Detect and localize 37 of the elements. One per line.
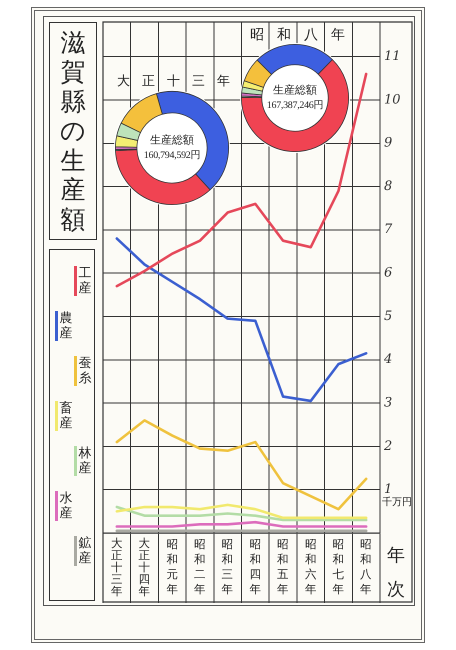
y-tick-label: 6 bbox=[384, 266, 392, 281]
y-tick-label: 1 bbox=[384, 482, 392, 498]
legend-label: 農産 bbox=[58, 311, 74, 341]
legend-label: 蚕糸 bbox=[78, 356, 92, 386]
legend-label: 工産 bbox=[78, 266, 92, 296]
x-tick-label: 昭和六年 bbox=[304, 537, 318, 597]
annotation: 160,794,592円 bbox=[144, 150, 200, 162]
y-axis-title: 千万円 bbox=[382, 496, 412, 508]
annotation: 生産総額 bbox=[150, 133, 194, 146]
x-tick-label: 昭和五年 bbox=[276, 537, 290, 597]
text: 滋賀縣の生産額 bbox=[60, 28, 86, 234]
x-tick-label: 大正十三年 bbox=[110, 536, 124, 598]
y-tick-label: 10 bbox=[384, 92, 401, 108]
legend-label: 畜産 bbox=[58, 401, 74, 431]
x-tick-label: 昭和八年 bbox=[359, 537, 373, 597]
y-tick-label: 11 bbox=[384, 49, 401, 64]
x-tick-label: 大正十四年 bbox=[138, 536, 152, 598]
legend-label: 水産 bbox=[58, 491, 74, 521]
x-tick-label: 昭和二年 bbox=[193, 537, 207, 597]
x-tick-label: 昭和七年 bbox=[332, 537, 346, 597]
y-tick-label: 4 bbox=[383, 352, 392, 368]
x-tick-label: 昭和四年 bbox=[248, 537, 262, 597]
x-axis-title: 年次 bbox=[386, 544, 406, 602]
y-tick-label: 9 bbox=[384, 136, 392, 151]
y-tick-label: 3 bbox=[384, 395, 392, 410]
x-tick-label: 昭和元年 bbox=[166, 537, 179, 597]
legend-label: 鉱産 bbox=[78, 536, 92, 566]
legend-label: 林産 bbox=[78, 446, 92, 476]
chart-title: 大正十三年 bbox=[116, 74, 242, 90]
y-tick-label: 8 bbox=[384, 178, 392, 194]
chart-title: 昭和八年 bbox=[249, 27, 358, 43]
y-tick-label: 2 bbox=[383, 438, 392, 454]
y-tick-label: 7 bbox=[384, 222, 393, 238]
annotation: 167,387,246円 bbox=[266, 100, 324, 112]
annotation: 生産総額 bbox=[273, 83, 317, 96]
y-tick-label: 5 bbox=[384, 308, 392, 324]
x-tick-label: 昭和三年 bbox=[220, 537, 234, 597]
